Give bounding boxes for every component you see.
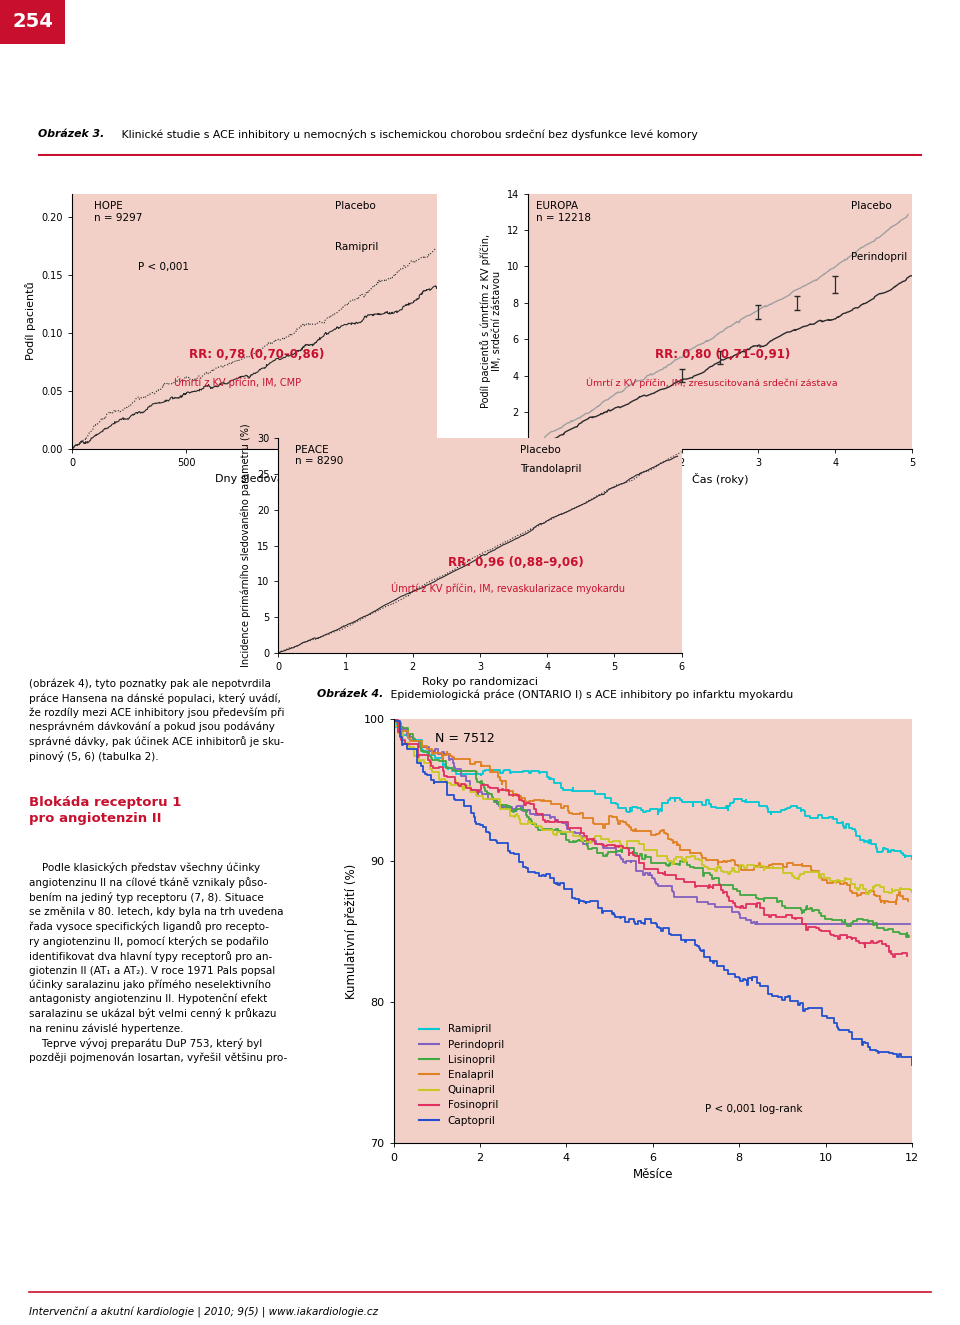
Text: 254: 254 bbox=[12, 12, 53, 32]
Text: Epidemiologická práce (ONTARIO I) s ACE inhibitory po infarktu myokardu: Epidemiologická práce (ONTARIO I) s ACE … bbox=[388, 689, 794, 700]
Text: P < 0,001 log-rank: P < 0,001 log-rank bbox=[705, 1104, 803, 1114]
Text: (obrázek 4), tyto poznatky pak ale nepotvrdila
práce Hansena na dánské populaci,: (obrázek 4), tyto poznatky pak ale nepot… bbox=[29, 678, 284, 762]
Text: EUROPA
n = 12218: EUROPA n = 12218 bbox=[536, 201, 590, 223]
Text: Obrázek 3.: Obrázek 3. bbox=[38, 129, 105, 139]
Text: Blokáda receptoru 1
pro angiotenzin II: Blokáda receptoru 1 pro angiotenzin II bbox=[29, 795, 181, 824]
X-axis label: Čas (roky): Čas (roky) bbox=[692, 473, 748, 485]
Text: Ramipril: Ramipril bbox=[335, 242, 378, 252]
Text: Úmrtí z KV příčin, IM, zresuscitovaná srdeční zástava: Úmrtí z KV příčin, IM, zresuscitovaná sr… bbox=[586, 378, 837, 388]
Text: Úmrtí z KV příčin, IM, revaskularizace myokardu: Úmrtí z KV příčin, IM, revaskularizace m… bbox=[392, 583, 625, 595]
X-axis label: Dny sledování: Dny sledování bbox=[215, 473, 294, 484]
Text: RR: 0,78 (0,70–0,86): RR: 0,78 (0,70–0,86) bbox=[189, 347, 324, 360]
Text: RR: 0,80 (0,71–0,91): RR: 0,80 (0,71–0,91) bbox=[655, 347, 790, 360]
Text: Perindopril: Perindopril bbox=[851, 252, 907, 262]
Y-axis label: Kumulativní přežití (%): Kumulativní přežití (%) bbox=[345, 864, 358, 999]
Text: Úmrtí z KV příčin, IM, CMP: Úmrtí z KV příčin, IM, CMP bbox=[174, 376, 301, 388]
Text: Placebo: Placebo bbox=[335, 201, 375, 211]
Text: Trandolapril: Trandolapril bbox=[520, 464, 582, 474]
Text: Podle klasických představ všechny účinky
angiotenzinu II na cílové tkáně vznikal: Podle klasických představ všechny účinky… bbox=[29, 861, 287, 1063]
Text: Placebo: Placebo bbox=[851, 201, 891, 211]
Y-axis label: Podíl pacientů: Podíl pacientů bbox=[25, 282, 36, 360]
Text: P < 0,001: P < 0,001 bbox=[137, 262, 189, 273]
Text: RR: 0,96 (0,88–9,06): RR: 0,96 (0,88–9,06) bbox=[447, 556, 584, 570]
X-axis label: Roky po randomizaci: Roky po randomizaci bbox=[422, 677, 538, 688]
Text: Klinické studie s ACE inhibitory u nemocných s ischemickou chorobou srdeční bez : Klinické studie s ACE inhibitory u nemoc… bbox=[118, 129, 698, 139]
Legend: Ramipril, Perindopril, Lisinopril, Enalapril, Quinapril, Fosinopril, Captopril: Ramipril, Perindopril, Lisinopril, Enala… bbox=[415, 1020, 508, 1130]
Text: Obrázek 4.: Obrázek 4. bbox=[317, 689, 383, 700]
Y-axis label: Podíl pacientů s úmrtím z KV příčin,
IM, srdeční zástavou: Podíl pacientů s úmrtím z KV příčin, IM,… bbox=[480, 235, 502, 408]
Text: HOPE
n = 9297: HOPE n = 9297 bbox=[94, 201, 142, 223]
Text: Placebo: Placebo bbox=[520, 445, 561, 454]
Text: N = 7512: N = 7512 bbox=[435, 733, 494, 745]
Y-axis label: Incidence primárního sledovaného parametru (%): Incidence primárního sledovaného paramet… bbox=[241, 424, 252, 668]
Text: PEACE
n = 8290: PEACE n = 8290 bbox=[295, 445, 343, 466]
Bar bbox=[0, 0, 65, 44]
Text: Intervenční a akutní kardiologie | 2010; 9(5) | www.iakardiologie.cz: Intervenční a akutní kardiologie | 2010;… bbox=[29, 1306, 378, 1317]
Text: Přehledové články: Přehledové články bbox=[77, 13, 242, 30]
X-axis label: Měsíce: Měsíce bbox=[633, 1169, 673, 1181]
